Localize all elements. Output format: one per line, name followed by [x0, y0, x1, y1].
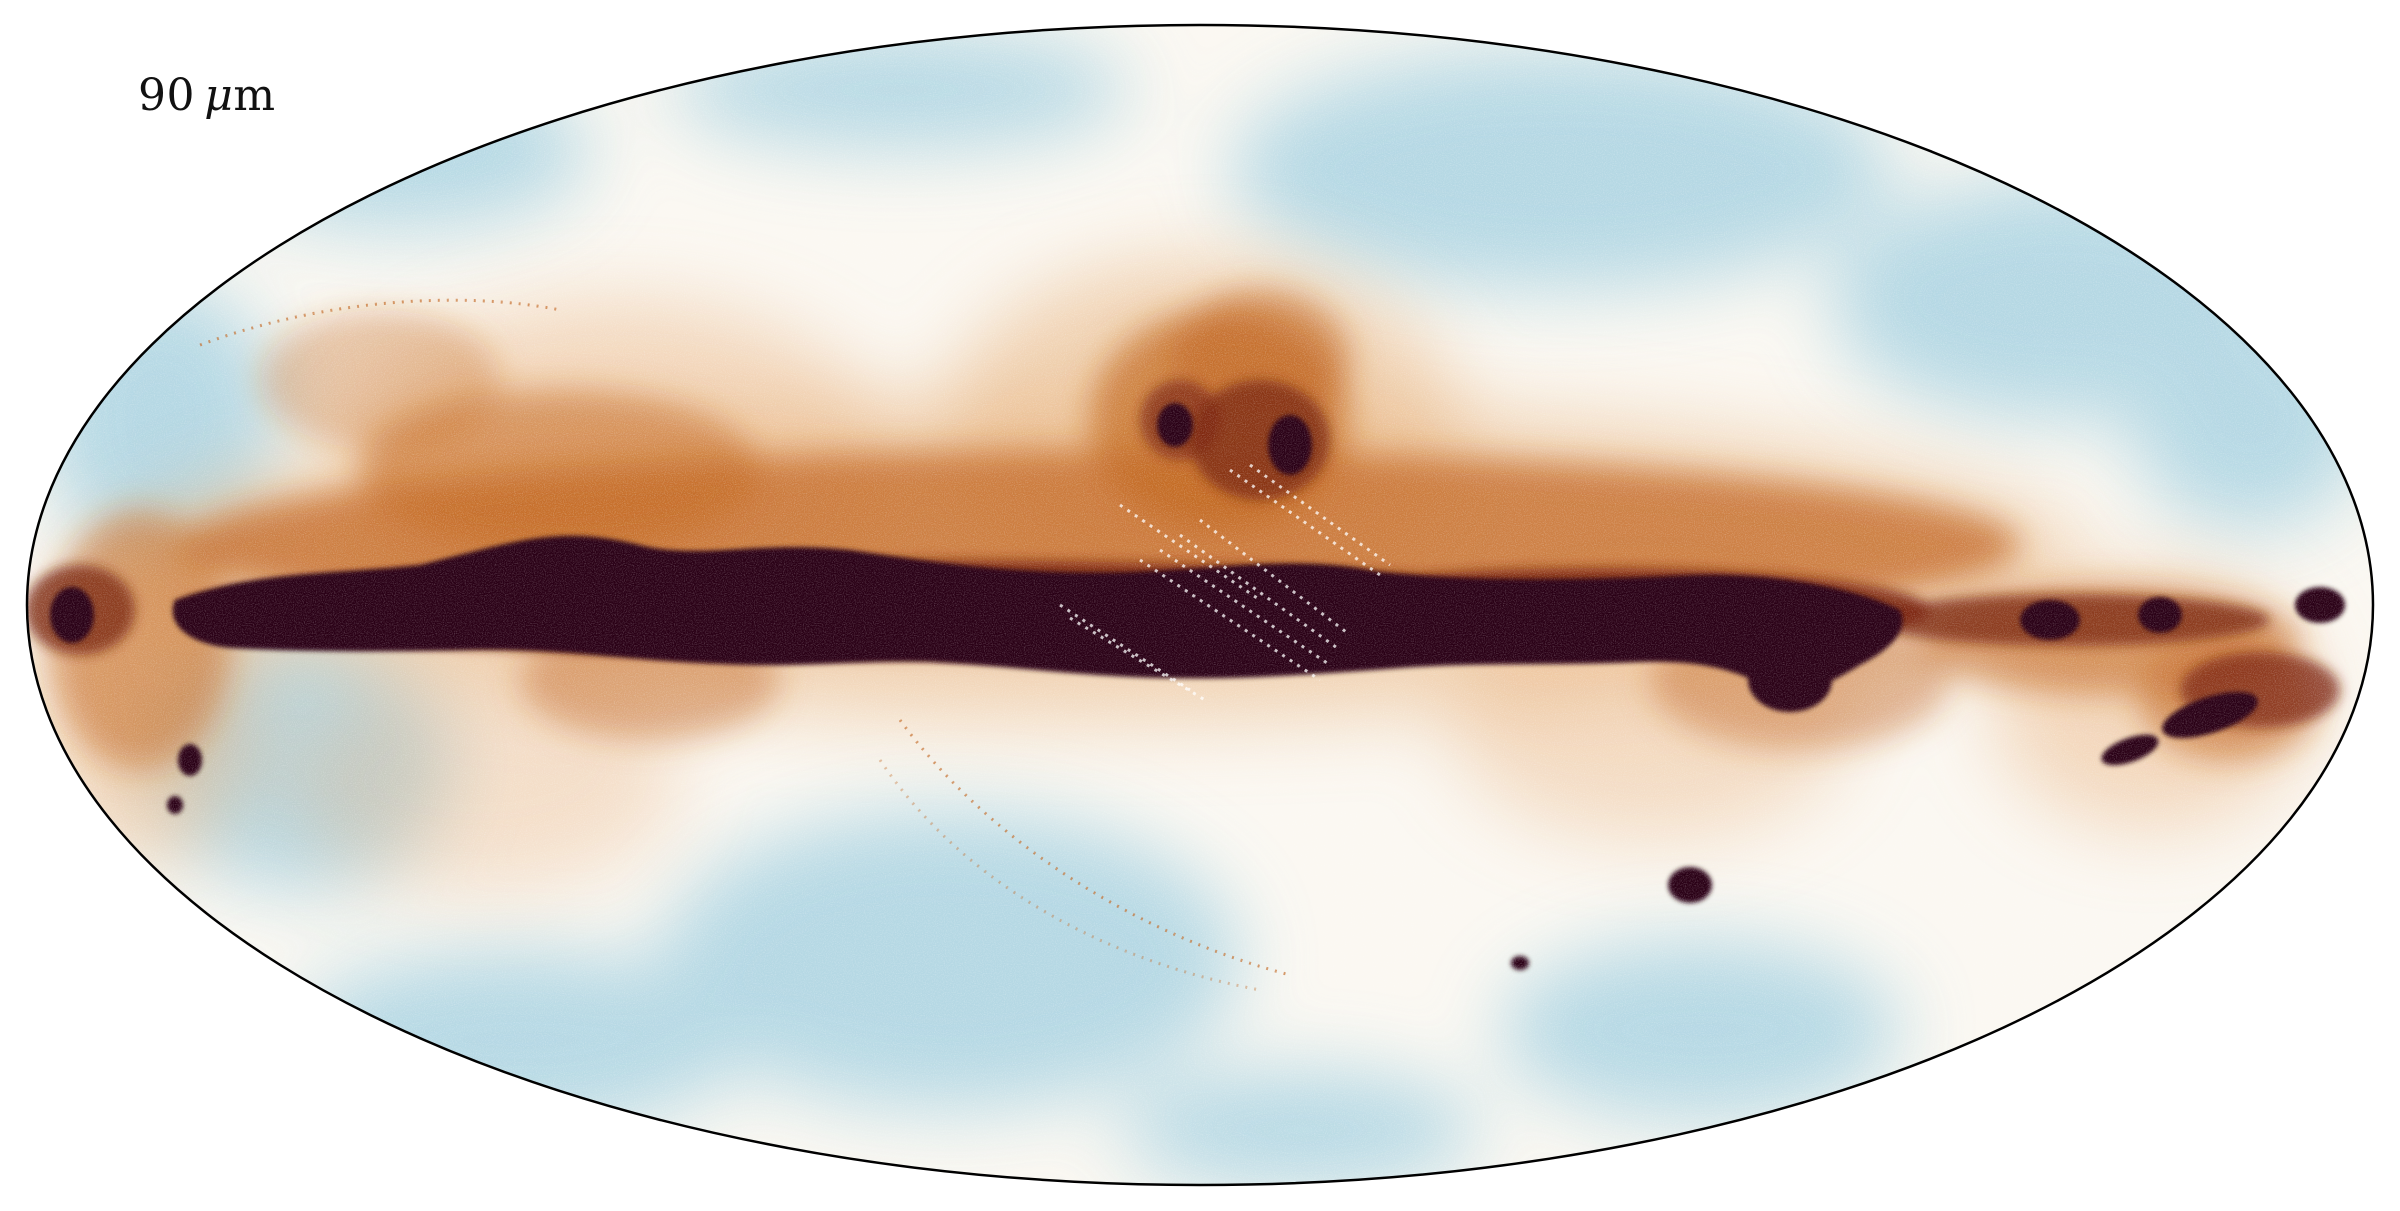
map-outline	[25, 23, 2375, 1187]
wavelength-label: 90 μm	[138, 70, 276, 121]
wavelength-unit-suffix: m	[233, 70, 276, 121]
wavelength-number: 90	[138, 70, 195, 121]
wavelength-unit-symbol: μ	[204, 70, 234, 121]
